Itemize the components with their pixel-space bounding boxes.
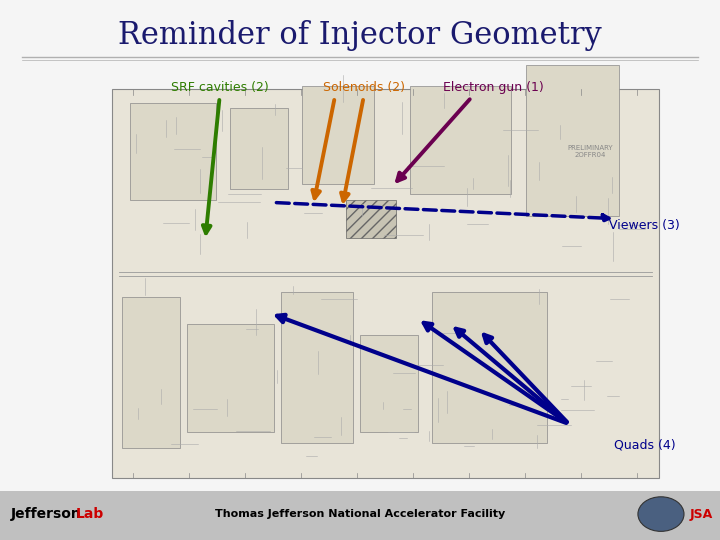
- Text: PRELIMINARY
2OFFR04: PRELIMINARY 2OFFR04: [567, 145, 613, 158]
- Bar: [130, 103, 216, 200]
- Bar: [0, 491, 720, 540]
- Text: Solenoids (2): Solenoids (2): [323, 81, 405, 94]
- Bar: [187, 324, 274, 432]
- Circle shape: [638, 497, 684, 531]
- Bar: [112, 89, 659, 478]
- Text: Quads (4): Quads (4): [613, 439, 675, 452]
- Text: Jefferson: Jefferson: [11, 507, 81, 521]
- Bar: [526, 65, 619, 216]
- Text: Electron gun (1): Electron gun (1): [443, 81, 544, 94]
- Text: Reminder of Injector Geometry: Reminder of Injector Geometry: [118, 19, 602, 51]
- Text: JSA: JSA: [690, 508, 713, 521]
- Bar: [122, 297, 180, 448]
- Bar: [346, 200, 396, 238]
- Bar: [302, 86, 374, 184]
- Bar: [410, 86, 511, 194]
- Bar: [432, 292, 547, 443]
- Bar: [281, 292, 353, 443]
- Text: Thomas Jefferson National Accelerator Facility: Thomas Jefferson National Accelerator Fa…: [215, 509, 505, 519]
- Bar: [360, 335, 418, 432]
- Text: Lab: Lab: [76, 507, 104, 521]
- Text: Viewers (3): Viewers (3): [609, 219, 680, 232]
- Text: SRF cavities (2): SRF cavities (2): [171, 81, 269, 94]
- Bar: [230, 108, 288, 189]
